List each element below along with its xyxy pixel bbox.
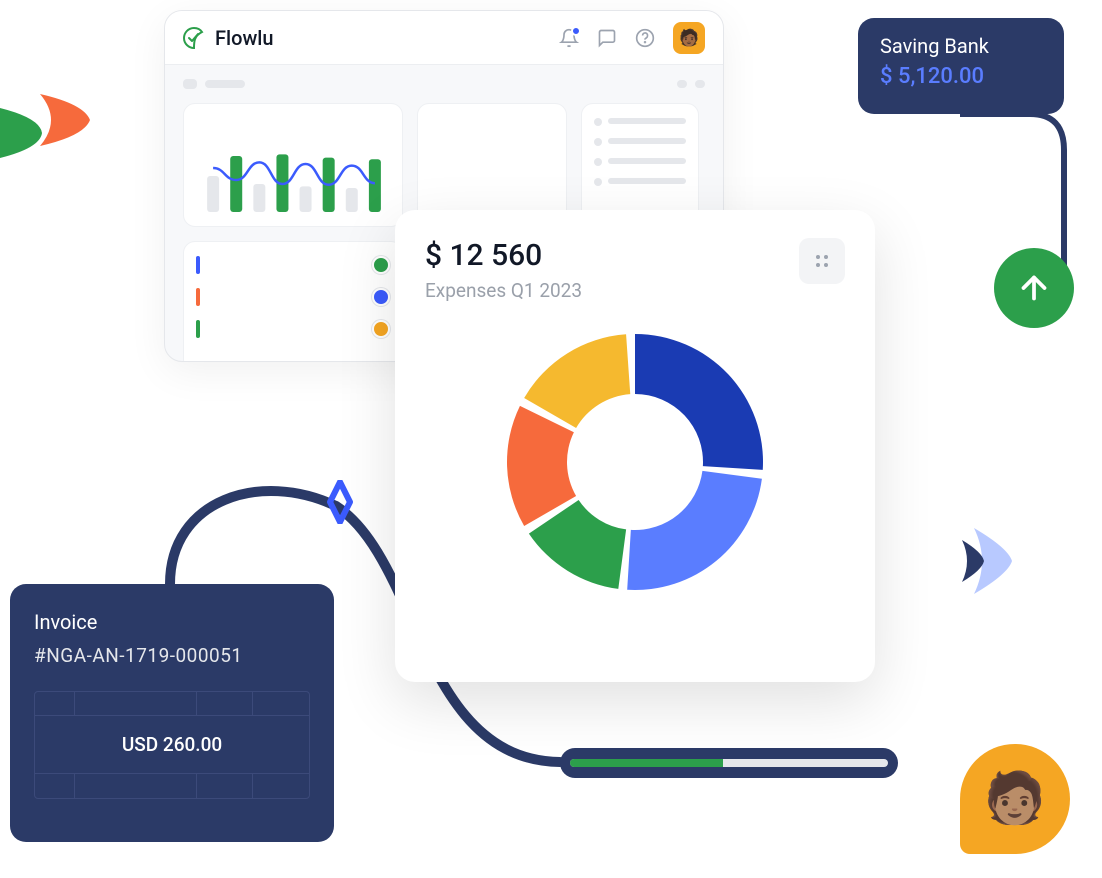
dashboard-header: Flowlu �: [165, 11, 723, 65]
invoice-table: USD 260.00: [34, 691, 310, 799]
notification-dot: [571, 26, 581, 36]
list-item: [196, 288, 390, 306]
progress-fill: [570, 759, 723, 767]
expenses-donut-chart: [495, 322, 775, 602]
invoice-card: Invoice #NGA-AN-1719-000051 USD 260.00: [10, 584, 334, 842]
dark-arrow-icon: [958, 540, 988, 582]
expenses-subtitle: Expenses Q1 2023: [425, 279, 582, 302]
brand-name: Flowlu: [215, 26, 274, 50]
diamond-icon: [318, 480, 362, 524]
orange-arrow-icon: [40, 90, 96, 150]
dash-list-card: [183, 241, 403, 362]
list-item: [196, 320, 390, 338]
bank-amount: $ 5,120.00: [880, 64, 1042, 89]
brand-logo-icon: [183, 27, 205, 49]
expenses-amount: $ 12 560: [425, 238, 582, 273]
list-item: [196, 256, 390, 274]
brand[interactable]: Flowlu: [183, 26, 274, 50]
saving-bank-card: Saving Bank $ 5,120.00: [858, 18, 1064, 114]
chat-icon[interactable]: [597, 28, 617, 48]
help-icon[interactable]: [635, 28, 655, 48]
dash-card-2: [417, 103, 567, 227]
up-arrow-badge: [994, 248, 1074, 328]
mini-bar-line-chart: [196, 114, 392, 218]
drag-handle-icon[interactable]: [799, 238, 845, 284]
invoice-amount: USD 260.00: [122, 733, 222, 756]
bank-title: Saving Bank: [880, 34, 1042, 58]
bell-icon[interactable]: [559, 28, 579, 48]
person-avatar-bubble: 🧑🏽: [960, 744, 1070, 854]
invoice-title: Invoice: [34, 610, 310, 634]
user-avatar[interactable]: 🧑🏾: [673, 22, 705, 54]
progress-pill: [560, 748, 898, 778]
dash-card-3: [581, 103, 699, 227]
progress-track: [570, 759, 888, 767]
expenses-card: $ 12 560 Expenses Q1 2023: [395, 210, 875, 682]
arrow-up-icon: [1016, 270, 1052, 306]
mini-chart-card: [183, 103, 403, 227]
invoice-number: #NGA-AN-1719-000051: [34, 644, 310, 667]
